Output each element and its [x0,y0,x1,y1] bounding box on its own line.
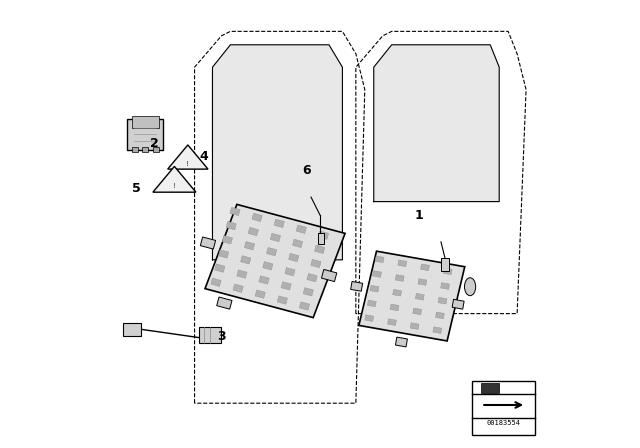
Polygon shape [274,219,284,228]
Polygon shape [367,300,376,307]
Bar [199,327,221,343]
Text: !: ! [173,183,176,189]
Polygon shape [390,304,399,311]
Text: 4: 4 [199,150,208,164]
Bar [472,381,535,435]
Polygon shape [303,288,314,296]
Bar [317,233,324,244]
Polygon shape [212,45,342,260]
Polygon shape [321,269,337,281]
Polygon shape [307,273,317,282]
Polygon shape [217,297,232,309]
Polygon shape [359,251,465,341]
Polygon shape [292,239,303,248]
Bar [152,147,159,152]
Polygon shape [259,276,269,284]
Bar [123,323,141,336]
Text: 00183554: 00183554 [486,420,521,426]
Polygon shape [153,166,196,192]
Text: 5: 5 [132,181,141,195]
Ellipse shape [465,278,476,296]
Polygon shape [270,233,280,241]
Polygon shape [252,213,262,222]
Polygon shape [410,323,419,329]
Polygon shape [289,254,299,262]
Polygon shape [444,268,452,275]
Bar [441,258,449,271]
Polygon shape [387,319,396,326]
Text: 2: 2 [150,137,159,150]
Polygon shape [262,262,273,270]
Polygon shape [452,299,464,309]
Polygon shape [285,267,295,276]
Polygon shape [233,284,243,293]
Polygon shape [438,297,447,304]
Polygon shape [244,241,255,250]
Bar [132,147,138,152]
Polygon shape [441,283,449,289]
Polygon shape [314,245,324,254]
Polygon shape [481,383,499,392]
Polygon shape [415,293,424,300]
Polygon shape [222,236,232,244]
Bar [132,116,159,128]
Polygon shape [396,275,404,281]
Polygon shape [168,145,208,169]
Polygon shape [255,290,266,298]
Text: !: ! [186,160,189,167]
Polygon shape [300,302,310,310]
Polygon shape [398,260,407,267]
Polygon shape [296,225,307,233]
Polygon shape [226,221,236,230]
Polygon shape [237,270,247,278]
Polygon shape [200,237,216,249]
Polygon shape [418,279,427,285]
Polygon shape [230,207,240,215]
Polygon shape [393,289,401,296]
Polygon shape [277,296,287,304]
Text: 6: 6 [302,164,311,177]
Polygon shape [433,327,442,333]
Polygon shape [396,337,408,347]
Polygon shape [205,204,345,318]
Polygon shape [370,285,379,292]
Polygon shape [372,271,381,277]
FancyBboxPatch shape [127,119,163,150]
Polygon shape [435,312,444,319]
Bar [142,147,148,152]
Polygon shape [420,264,429,271]
Polygon shape [266,247,276,256]
Polygon shape [211,278,221,286]
Polygon shape [218,250,228,258]
Text: 3: 3 [217,329,226,343]
Polygon shape [318,231,328,239]
Polygon shape [214,264,225,272]
Polygon shape [374,45,499,202]
Text: 1: 1 [414,208,423,222]
Polygon shape [281,282,291,290]
Polygon shape [375,256,384,263]
Polygon shape [311,259,321,268]
Polygon shape [413,308,422,315]
Polygon shape [241,256,251,264]
Polygon shape [351,281,363,291]
Polygon shape [365,315,374,322]
Polygon shape [248,228,259,236]
